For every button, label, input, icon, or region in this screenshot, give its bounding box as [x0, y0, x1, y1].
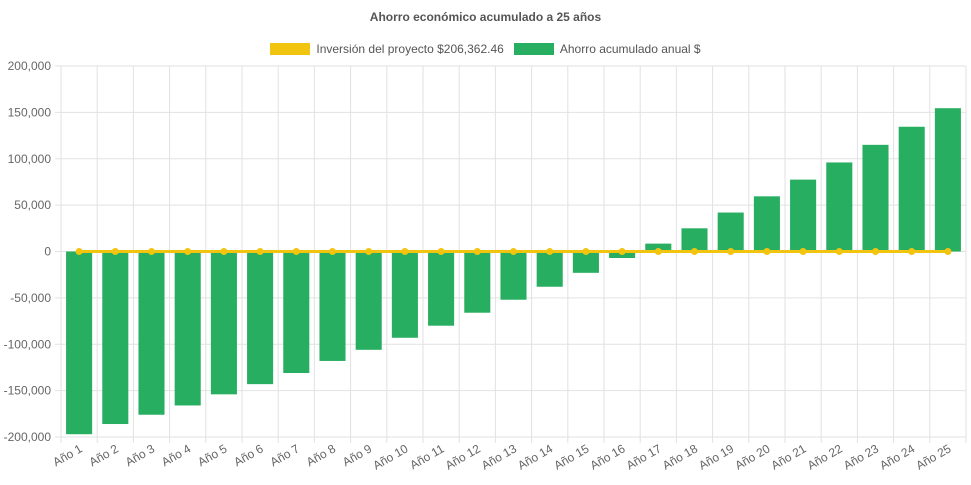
y-tick-label: -100,000 — [4, 337, 52, 351]
point-investment — [111, 248, 119, 255]
x-tick-label: Año 18 — [660, 441, 700, 472]
point-investment — [872, 248, 879, 255]
point-investment — [691, 248, 698, 255]
legend-item-investment[interactable]: Inversión del proyecto $206,362.46 — [270, 42, 504, 56]
bar-savings — [645, 243, 672, 252]
y-tick-label: 50,000 — [14, 198, 51, 212]
point-investment — [618, 248, 626, 255]
bar-savings — [138, 251, 165, 415]
x-tick-label: Año 23 — [841, 441, 881, 472]
point-investment — [510, 248, 517, 255]
x-tick-label: Año 16 — [588, 441, 628, 472]
y-tick-label: 150,000 — [8, 105, 52, 119]
bar-savings — [500, 251, 527, 300]
bar-savings — [753, 196, 780, 252]
y-tick-label: 100,000 — [8, 152, 52, 166]
point-investment — [727, 248, 735, 255]
x-tick-label: Año 13 — [479, 441, 519, 472]
x-tick-label: Año 25 — [913, 441, 953, 472]
point-investment — [329, 248, 336, 255]
legend-swatch-investment — [270, 43, 311, 55]
x-tick-label: Año 15 — [551, 441, 591, 472]
x-tick-label: Año 5 — [195, 441, 229, 469]
point-investment — [654, 248, 662, 255]
legend-item-savings[interactable]: Ahorro acumulado anual $ — [513, 42, 701, 56]
bar-savings — [826, 162, 853, 252]
point-investment — [401, 248, 409, 255]
bar-savings — [247, 251, 274, 385]
point-investment — [763, 248, 771, 255]
x-tick-label: Año 21 — [769, 441, 809, 472]
x-tick-label: Año 20 — [732, 441, 772, 472]
point-investment — [256, 248, 264, 255]
x-tick-label: Año 7 — [268, 441, 302, 469]
x-tick-label: Año 9 — [340, 441, 374, 469]
point-investment — [365, 248, 373, 255]
y-tick-label: -200,000 — [4, 430, 52, 444]
y-tick-label: 0 — [44, 245, 51, 259]
bar-savings — [319, 251, 346, 361]
x-tick-label: Año 4 — [159, 441, 193, 469]
legend-label-investment: Inversión del proyecto $206,362.46 — [316, 42, 504, 56]
bar-savings — [717, 212, 744, 252]
legend-swatch-savings — [513, 43, 554, 55]
point-investment — [908, 248, 916, 255]
bar-savings — [934, 108, 961, 252]
x-tick-label: Año 2 — [87, 441, 121, 469]
y-tick-label: -150,000 — [4, 384, 52, 398]
legend: Inversión del proyecto $206,362.46 Ahorr… — [0, 42, 971, 56]
bar-savings — [174, 251, 201, 406]
legend-label-savings: Ahorro acumulado anual $ — [559, 42, 701, 56]
x-tick-label: Año 14 — [515, 441, 555, 472]
bar-savings — [283, 251, 310, 374]
x-tick-label: Año 10 — [370, 441, 410, 472]
y-tick-label: 200,000 — [8, 59, 52, 73]
point-investment — [799, 248, 807, 255]
point-investment — [148, 248, 155, 255]
x-tick-label: Año 24 — [877, 441, 917, 472]
x-tick-label: Año 1 — [50, 441, 84, 469]
bar-savings — [572, 251, 599, 273]
point-investment — [944, 248, 952, 255]
x-tick-label: Año 19 — [696, 441, 736, 472]
x-tick-label: Año 6 — [231, 441, 265, 469]
point-investment — [220, 248, 228, 255]
bar-savings — [428, 251, 455, 326]
x-tick-label: Año 8 — [304, 441, 338, 469]
x-tick-label: Año 17 — [624, 441, 664, 472]
bar-savings — [391, 251, 418, 338]
bar-savings — [355, 251, 382, 350]
x-tick-label: Año 3 — [123, 441, 157, 469]
point-investment — [835, 248, 843, 255]
point-investment — [292, 248, 300, 255]
point-investment — [437, 248, 445, 255]
x-tick-label: Año 11 — [407, 441, 446, 472]
bar-savings — [898, 126, 925, 252]
bar-savings — [464, 251, 491, 313]
x-tick-label: Año 12 — [443, 441, 483, 472]
x-tick-label: Año 22 — [805, 441, 845, 472]
y-tick-label: -50,000 — [10, 291, 51, 305]
point-investment — [546, 248, 554, 255]
chart-title: Ahorro económico acumulado a 25 años — [369, 10, 602, 24]
bar-savings — [790, 179, 817, 252]
bar-savings — [66, 251, 93, 435]
point-investment — [184, 248, 192, 255]
point-investment — [582, 248, 590, 255]
point-investment — [473, 248, 481, 255]
point-investment — [75, 248, 83, 255]
bar-savings — [862, 144, 889, 252]
bar-savings — [536, 251, 563, 287]
bar-savings — [102, 251, 129, 425]
bar-savings — [681, 228, 708, 252]
bar-savings — [210, 251, 237, 395]
